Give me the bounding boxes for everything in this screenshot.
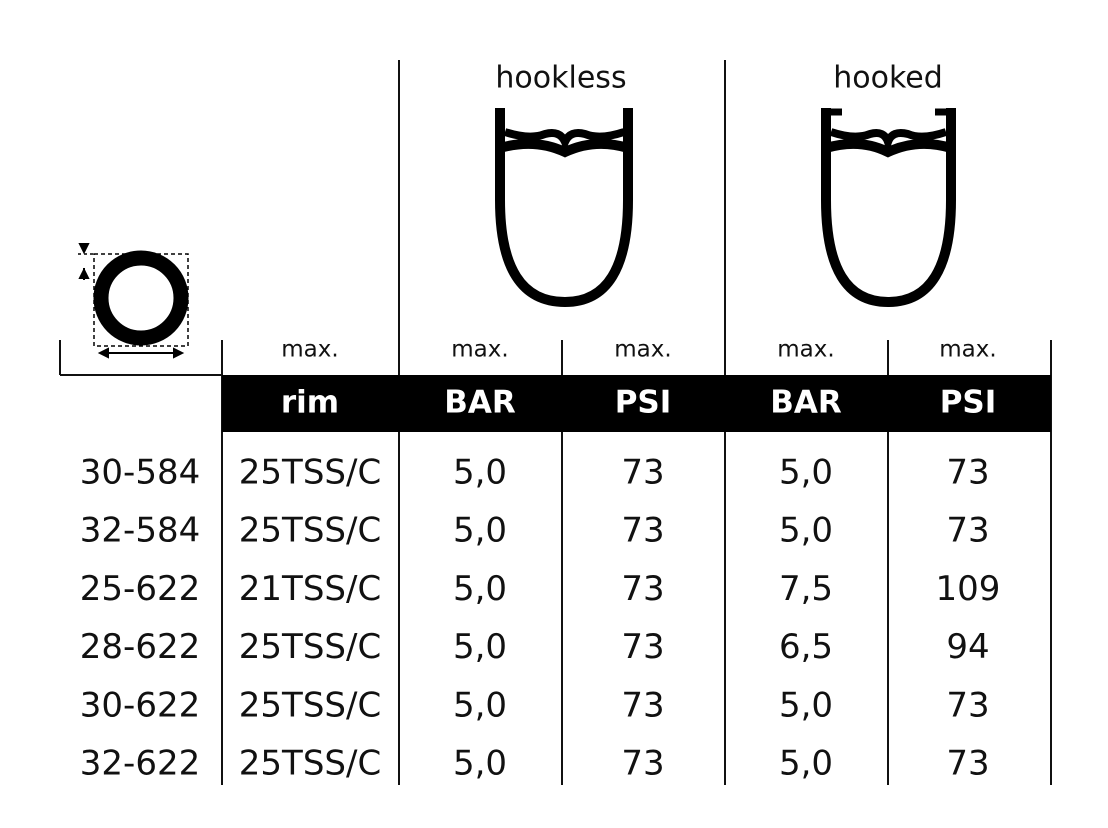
hookless-profile (495, 108, 633, 308)
group-label: hooked (833, 61, 943, 96)
cell: 5,0 (779, 685, 833, 725)
cell: 25TSS/C (239, 627, 381, 667)
column-header: BAR (444, 385, 516, 421)
cell: 73 (946, 744, 989, 784)
cell: 5,0 (453, 627, 507, 667)
cell: 5,0 (779, 511, 833, 551)
group-label: hookless (495, 61, 626, 96)
cell: 73 (621, 511, 664, 551)
cell: 28-622 (80, 627, 200, 667)
cell: 6,5 (779, 627, 833, 667)
column-header: BAR (770, 385, 842, 421)
cell: 25TSS/C (239, 744, 381, 784)
cell: 5,0 (779, 744, 833, 784)
max-label: max. (939, 337, 996, 363)
cell: 21TSS/C (239, 569, 381, 609)
cell: 30-584 (80, 453, 200, 493)
cell: 7,5 (779, 569, 833, 609)
cell: 5,0 (779, 453, 833, 493)
cell: 25-622 (80, 569, 200, 609)
max-label: max. (777, 337, 834, 363)
cell: 5,0 (453, 511, 507, 551)
max-label: max. (451, 337, 508, 363)
cell: 5,0 (453, 569, 507, 609)
cell: 5,0 (453, 744, 507, 784)
cell: 73 (621, 569, 664, 609)
column-header: PSI (940, 385, 997, 421)
cell: 73 (946, 685, 989, 725)
cell: 25TSS/C (239, 685, 381, 725)
cell: 73 (621, 453, 664, 493)
cell: 94 (946, 627, 989, 667)
column-header: rim (281, 385, 339, 421)
cell: 32-584 (80, 511, 200, 551)
cell: 73 (946, 453, 989, 493)
column-header: PSI (615, 385, 672, 421)
cell: 25TSS/C (239, 511, 381, 551)
cell: 5,0 (453, 453, 507, 493)
cell: 30-622 (80, 685, 200, 725)
tire-icon (78, 243, 189, 359)
cell: 73 (621, 685, 664, 725)
cell: 25TSS/C (239, 453, 381, 493)
hooked-profile (821, 108, 956, 308)
cell: 73 (621, 744, 664, 784)
cell: 73 (621, 627, 664, 667)
header-bar (222, 375, 1051, 432)
cell: 73 (946, 511, 989, 551)
cell: 5,0 (453, 685, 507, 725)
cell: 32-622 (80, 744, 200, 784)
max-label: max. (281, 337, 338, 363)
max-label: max. (614, 337, 671, 363)
cell: 109 (936, 569, 1001, 609)
